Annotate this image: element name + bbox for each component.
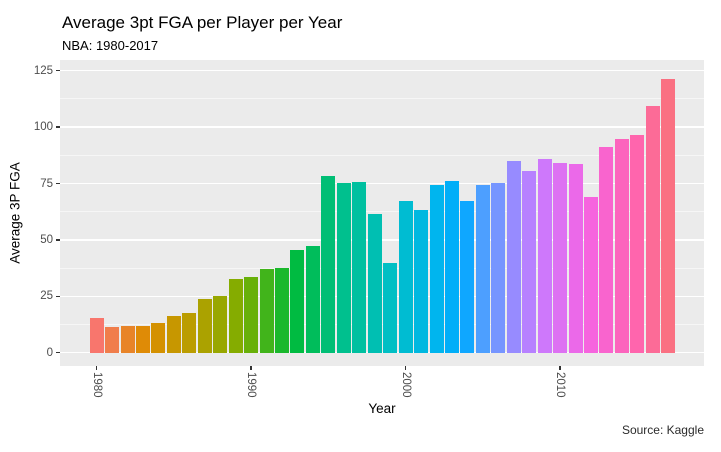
bar-2009 — [537, 158, 552, 353]
y-tick-mark — [55, 69, 60, 72]
bar-2008 — [522, 171, 537, 353]
bar-2015 — [630, 134, 645, 353]
y-tick-mark — [55, 182, 60, 185]
bar-2011 — [568, 164, 583, 353]
y-tick-mark — [55, 295, 60, 298]
y-tick-label: 25 — [40, 290, 53, 303]
bar-2010 — [553, 162, 568, 353]
bar-1981 — [105, 326, 120, 353]
bar-1980 — [89, 318, 104, 353]
x-tick-mark — [95, 366, 98, 370]
bar-2014 — [614, 139, 629, 353]
major-gridline — [60, 126, 704, 128]
minor-gridline — [60, 154, 704, 156]
bar-1983 — [136, 326, 151, 353]
y-tick-mark — [55, 351, 60, 354]
bar-1991 — [259, 269, 274, 353]
bar-1988 — [213, 295, 228, 353]
bar-1995 — [321, 175, 336, 353]
y-tick-label: 100 — [33, 121, 53, 134]
bar-1996 — [336, 183, 351, 353]
bar-2013 — [599, 146, 614, 353]
major-gridline — [60, 69, 704, 72]
major-gridline — [60, 295, 704, 298]
bar-1998 — [367, 214, 382, 353]
bar-1989 — [228, 278, 243, 353]
bar-2005 — [475, 185, 490, 353]
source-caption: Source: Kaggle — [621, 423, 704, 437]
y-tick-label: 125 — [33, 64, 53, 77]
bar-1984 — [151, 323, 166, 353]
x-tick-label: 1990 — [245, 372, 258, 398]
bar-2003 — [444, 181, 459, 353]
minor-gridline — [60, 324, 704, 325]
bar-2000 — [398, 201, 413, 353]
major-gridline — [60, 351, 704, 354]
bar-1993 — [290, 250, 305, 353]
bar-1992 — [275, 268, 290, 353]
x-axis-title: Year — [368, 401, 396, 416]
chart-subtitle: NBA: 1980-2017 — [62, 38, 159, 53]
bar-1982 — [120, 325, 135, 353]
y-tick-label: 0 — [46, 346, 53, 359]
x-tick-mark — [404, 366, 407, 370]
bar-1994 — [305, 246, 320, 353]
x-tick-mark — [250, 366, 252, 370]
bar-2007 — [506, 160, 521, 353]
x-tick-label: 2010 — [554, 372, 567, 398]
bar-2012 — [583, 197, 598, 353]
bar-1999 — [383, 263, 398, 353]
plot-panel — [60, 60, 704, 366]
y-tick-label: 75 — [40, 177, 53, 190]
chart-title: Average 3pt FGA per Player per Year — [62, 13, 343, 32]
bar-1987 — [197, 298, 212, 353]
bar-1990 — [244, 277, 259, 353]
y-tick-mark — [55, 126, 60, 128]
minor-gridline — [60, 211, 704, 213]
major-gridline — [60, 239, 704, 241]
minor-gridline — [60, 98, 704, 100]
x-tick-label: 1980 — [90, 372, 103, 398]
bar-2006 — [491, 182, 506, 353]
bar-2016 — [645, 105, 660, 353]
minor-gridline — [60, 267, 704, 269]
bar-1986 — [182, 313, 197, 353]
y-tick-label: 50 — [40, 233, 53, 246]
major-gridline — [60, 182, 704, 185]
bar-2001 — [414, 210, 429, 353]
bar-2002 — [429, 185, 444, 353]
bar-2017 — [661, 78, 676, 353]
bar-2004 — [460, 201, 475, 353]
bar-1997 — [352, 181, 367, 353]
y-axis-title: Average 3P FGA — [7, 162, 23, 264]
y-tick-mark — [55, 239, 60, 241]
x-tick-label: 2000 — [399, 372, 412, 398]
x-tick-mark — [559, 366, 561, 370]
bar-1985 — [166, 315, 181, 353]
